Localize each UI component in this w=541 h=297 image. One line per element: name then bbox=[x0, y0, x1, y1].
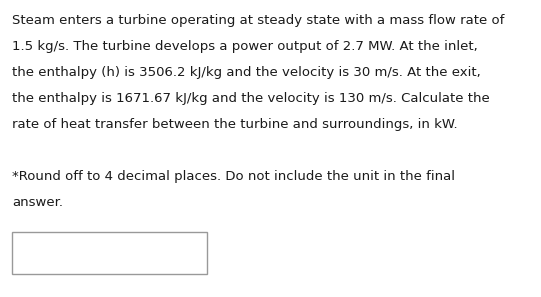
Text: rate of heat transfer between the turbine and surroundings, in kW.: rate of heat transfer between the turbin… bbox=[12, 118, 458, 131]
Text: *Round off to 4 decimal places. Do not include the unit in the final: *Round off to 4 decimal places. Do not i… bbox=[12, 170, 455, 183]
Text: 1.5 kg/s. The turbine develops a power output of 2.7 MW. At the inlet,: 1.5 kg/s. The turbine develops a power o… bbox=[12, 40, 478, 53]
Text: Steam enters a turbine operating at steady state with a mass flow rate of: Steam enters a turbine operating at stea… bbox=[12, 14, 504, 27]
Text: the enthalpy (h) is 3506.2 kJ/kg and the velocity is 30 m/s. At the exit,: the enthalpy (h) is 3506.2 kJ/kg and the… bbox=[12, 66, 481, 79]
Bar bbox=[12, 232, 207, 274]
Text: answer.: answer. bbox=[12, 196, 63, 209]
Text: the enthalpy is 1671.67 kJ/kg and the velocity is 130 m/s. Calculate the: the enthalpy is 1671.67 kJ/kg and the ve… bbox=[12, 92, 490, 105]
